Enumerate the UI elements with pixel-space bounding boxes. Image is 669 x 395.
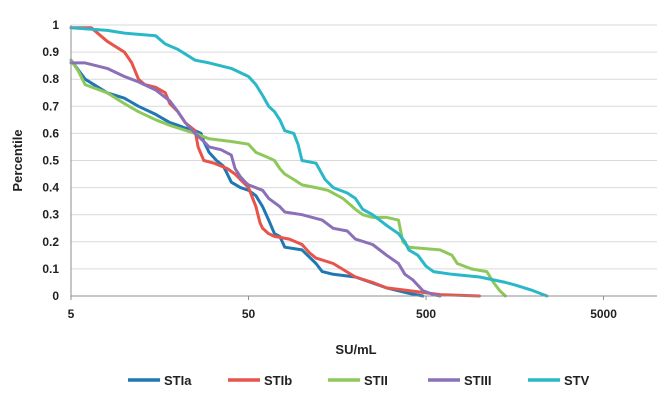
legend-label: STII	[364, 373, 388, 388]
legend-label: STIa	[164, 373, 192, 388]
y-tick-label: 0.1	[42, 262, 59, 276]
x-axis-title: SU/mL	[335, 342, 376, 357]
y-tick-label: 0.7	[42, 99, 59, 113]
legend-label: STV	[564, 373, 590, 388]
legend-label: STIb	[264, 373, 292, 388]
x-tick-labels: 5 50 500 5000	[68, 296, 617, 321]
x-tick-label: 50	[242, 307, 256, 321]
series-line-stii	[69, 58, 507, 298]
y-tick-label: 0.8	[42, 72, 59, 86]
legend-label: STIII	[464, 373, 491, 388]
y-tick-label: 0.6	[42, 126, 59, 140]
series-line-stia	[69, 58, 425, 298]
y-tick-label: 0.4	[42, 181, 59, 195]
gridlines	[71, 24, 657, 270]
y-axis-title: Percentile	[10, 129, 25, 191]
x-tick-label: 5	[68, 307, 75, 321]
x-tick-label: 500	[416, 307, 436, 321]
axes	[70, 25, 657, 297]
series-layer	[69, 26, 549, 298]
y-tick-label: 0.2	[42, 235, 59, 249]
y-tick-label: 0.3	[42, 208, 59, 222]
y-tick-label: 0	[52, 289, 59, 303]
series-line-stiii	[69, 61, 442, 298]
y-tick-label: 0.5	[42, 154, 59, 168]
y-tick-labels: 0 0.1 0.2 0.3 0.4 0.5 0.6 0.7 0.8 0.9 1	[42, 18, 59, 303]
legend: STIa STIb STII STIII STV	[128, 373, 590, 388]
series-line-stv	[69, 26, 549, 298]
y-tick-label: 1	[52, 18, 59, 32]
x-tick-label: 5000	[590, 307, 617, 321]
y-tick-label: 0.9	[42, 45, 59, 59]
